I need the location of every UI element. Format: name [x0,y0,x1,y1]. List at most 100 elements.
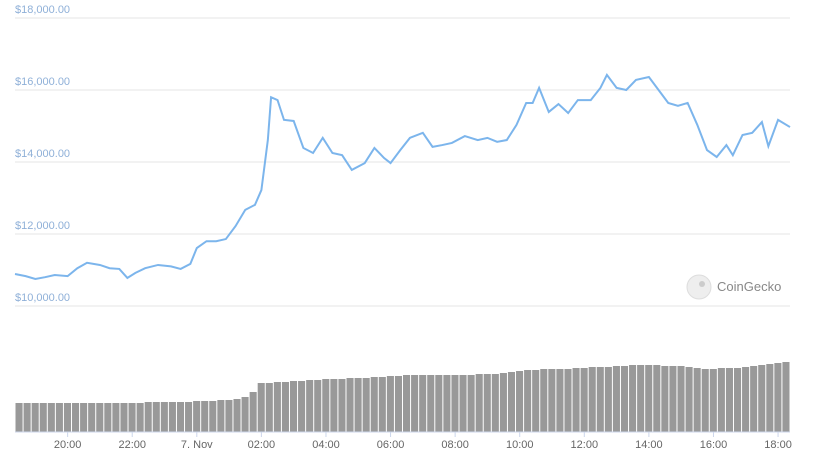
volume-bar [427,375,435,432]
volume-bar [233,399,241,432]
volume-bar [72,403,80,432]
price-line [14,72,791,281]
volume-bar [709,369,717,432]
volume-bar [80,403,88,432]
volume-bar [677,366,685,432]
volume-bar [160,402,168,432]
volume-bar [217,400,225,432]
volume-bar [403,375,411,432]
volume-bar [499,373,507,432]
volume-bar [128,403,136,432]
volume-bar [750,366,758,432]
volume-bar [176,402,185,432]
volume-bar [516,371,524,432]
volume-bar [338,379,346,432]
volume-bar [168,402,176,432]
volume-bar [39,403,47,432]
volume-bar [378,377,386,432]
watermark-eye [699,281,705,287]
volume-bar [241,397,249,432]
volume-bar [774,363,782,432]
volume-bar [201,401,209,432]
x-tick-label: 08:00 [441,439,469,451]
volume-bar [370,377,378,432]
volume-bar [225,400,233,432]
volume-bar [362,378,370,432]
volume-bar [524,370,532,432]
volume-bar [540,369,548,432]
volume-bar [637,365,645,432]
volume-bar [88,403,96,432]
x-tick-label: 16:00 [700,439,728,451]
volume-bar [580,368,588,432]
volume-bar [491,374,499,432]
volume-bar [15,403,23,432]
y-tick-label: $14,000.00 [15,148,70,160]
volume-bar [265,383,273,432]
x-tick-label: 10:00 [506,439,534,451]
volume-bar [604,367,612,432]
volume-bar [717,368,725,432]
volume-bar [742,367,750,432]
x-tick-label: 02:00 [248,439,276,451]
volume-bar [701,369,709,432]
volume-bar [306,380,314,432]
volume-bar [475,374,483,432]
y-tick-label: $16,000.00 [15,76,70,88]
volume-bar [209,401,217,432]
volume-bar [120,403,128,432]
x-tick-label: 7. Nov [181,439,213,451]
volume-bar [273,382,281,432]
volume-bar [556,369,564,432]
plot: $10,000.00 $12,000.00 $14,000.00 $16,000.00… [14,4,792,451]
volume-bar [249,392,257,432]
y-tick-label: $12,000.00 [15,220,70,232]
volume-bar [564,369,572,432]
volume-bar [144,402,152,432]
x-tick-label: 04:00 [312,439,340,451]
volume-bar [507,372,516,432]
volume-bar [314,380,322,432]
volume-bar [693,368,701,432]
volume-bar [725,368,733,432]
volume-bar [483,374,491,432]
volume-bar [185,402,193,432]
volume-bar [653,365,661,432]
volume-bar [104,403,112,432]
volume-bar [419,375,427,432]
volume-bar [572,368,580,432]
volume-bar [298,381,306,432]
watermark: CoinGecko [686,274,781,300]
volume-bar [443,375,451,432]
volume-bar [548,369,556,432]
volume-bar [532,370,540,432]
x-tick-label: 22:00 [118,439,146,451]
volume-bar [281,382,289,432]
x-tick-label: 14:00 [635,439,663,451]
volume-bar [354,378,362,432]
volume-bar [588,367,596,432]
volume-bar [451,375,459,432]
volume-bar [758,365,766,432]
volume-bar [63,403,72,432]
volume-bar [629,365,637,432]
y-tick-label: $10,000.00 [15,292,70,304]
volume-bar [620,366,629,432]
volume-bar [386,376,394,432]
volume-bar [411,375,419,432]
x-tick-label: 12:00 [571,439,599,451]
volume-bar [55,403,63,432]
volume-bar [193,401,201,432]
volume-bar [467,375,475,432]
volume-bar [47,403,55,432]
volume-bar [733,368,742,432]
volume-bar [394,376,402,432]
volume-bar [31,403,39,432]
watermark-text: CoinGecko [717,279,781,294]
volume-bar [782,362,790,432]
volume-bar [322,379,330,432]
watermark-logo [686,274,712,300]
y-tick-label: $18,000.00 [15,4,70,16]
volume-bar [23,403,31,432]
volume-bar [96,403,104,432]
